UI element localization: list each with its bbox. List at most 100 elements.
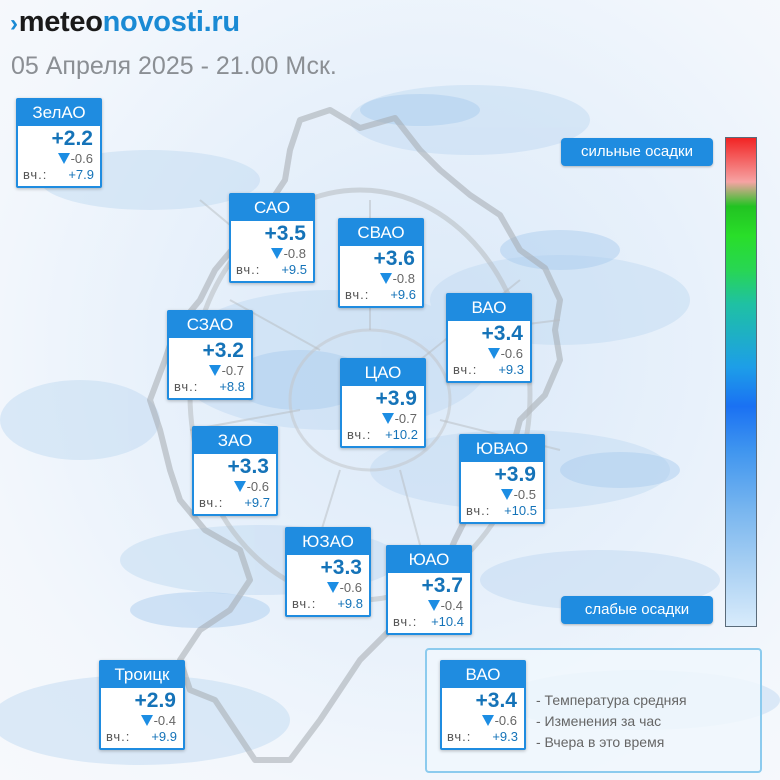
trend-down-icon [326,582,339,593]
avg-temperature: +3.9 [375,387,417,410]
yesterday-label: вч.: [466,503,491,518]
avg-temperature: +3.4 [475,689,517,712]
district-card-svao[interactable]: СВАО +3.6 -0.8 вч.: +9.6 [338,218,424,308]
avg-temperature: +2.2 [51,127,93,150]
yesterday-row: вч.: +9.3 [442,728,524,748]
yesterday-row: вч.: +9.6 [340,286,422,306]
scale-low-label: слабые осадки [561,596,713,624]
district-card-szao[interactable]: СЗАО +3.2 -0.7 вч.: +8.8 [167,310,253,400]
district-card-troitsk[interactable]: Троицк +2.9 -0.4 вч.: +9.9 [99,660,185,750]
yesterday-row: вч.: +9.9 [101,728,183,748]
yesterday-value: +7.9 [68,167,94,182]
scale-high-label: сильные осадки [561,138,713,166]
trend-down-icon [140,715,153,726]
yesterday-label: вч.: [199,495,224,510]
hourly-change-value: -0.8 [283,246,306,261]
trend-down-icon [208,365,221,376]
yesterday-value: +9.8 [337,596,363,611]
legend-descriptions: - Температура средняя - Изменения за час… [536,690,687,753]
avg-temperature: +3.6 [373,247,415,270]
district-card-cao[interactable]: ЦАО +3.9 -0.7 вч.: +10.2 [340,358,426,448]
district-name: ВАО [448,295,530,321]
legend-line-yesterday: - Вчера в это время [536,734,665,750]
hourly-change-value: -0.5 [513,487,536,502]
hourly-change: -0.6 [442,714,524,728]
district-card-zelao[interactable]: ЗелАО +2.2 -0.6 вч.: +7.9 [16,98,102,188]
forecast-datetime: 05 Апреля 2025 - 21.00 Мск. [11,52,337,80]
hourly-change: -0.6 [448,347,530,361]
yesterday-value: +9.3 [492,729,518,744]
avg-temperature: +3.4 [481,322,523,345]
yesterday-row: вч.: +10.2 [342,426,424,446]
yesterday-row: вч.: +9.5 [231,261,313,281]
yesterday-value: +10.2 [385,427,418,442]
yesterday-value: +9.9 [151,729,177,744]
yesterday-label: вч.: [345,287,370,302]
yesterday-row: вч.: +7.9 [18,166,100,186]
yesterday-value: +9.3 [498,362,524,377]
district-name: САО [231,195,313,221]
legend-line-hourly-change: - Изменения за час [536,713,662,729]
trend-down-icon [487,348,500,359]
avg-temperature: +2.9 [134,689,176,712]
logo-text-part1: meteo [18,6,103,38]
hourly-change: -0.7 [342,412,424,426]
yesterday-row: вч.: +9.7 [194,494,276,514]
yesterday-label: вч.: [292,596,317,611]
yesterday-label: вч.: [236,262,261,277]
yesterday-value: +8.8 [219,379,245,394]
precipitation-intensity-scale [725,137,757,627]
district-name: Троицк [101,662,183,688]
yesterday-value: +9.7 [244,495,270,510]
yesterday-label: вч.: [347,427,372,442]
district-name: ЗелАО [18,100,100,126]
hourly-change-value: -0.6 [70,151,93,166]
hourly-change-value: -0.6 [500,346,523,361]
hourly-change: -0.5 [461,488,543,502]
site-logo[interactable]: ›meteonovosti.ru [10,6,240,39]
district-card-yuvao[interactable]: ЮВАО +3.9 -0.5 вч.: +10.5 [459,434,545,524]
district-name: ЮАО [388,547,470,573]
hourly-change-value: -0.7 [221,363,244,378]
trend-down-icon [270,248,283,259]
yesterday-row: вч.: +10.4 [388,613,470,633]
district-name: ЗАО [194,428,276,454]
district-name: ЦАО [342,360,424,386]
district-name: ЮЗАО [287,529,369,555]
yesterday-label: вч.: [106,729,131,744]
avg-temperature: +3.7 [421,574,463,597]
legend-sample-card: ВАО +3.4 -0.6 вч.: +9.3 [440,660,526,750]
yesterday-value: +9.5 [281,262,307,277]
hourly-change: -0.8 [231,247,313,261]
district-card-vao[interactable]: ВАО +3.4 -0.6 вч.: +9.3 [446,293,532,383]
district-card-yuao[interactable]: ЮАО +3.7 -0.4 вч.: +10.4 [386,545,472,635]
hourly-change-value: -0.8 [392,271,415,286]
yesterday-row: вч.: +9.3 [448,361,530,381]
trend-down-icon [233,481,246,492]
district-card-zao[interactable]: ЗАО +3.3 -0.6 вч.: +9.7 [192,426,278,516]
hourly-change-value: -0.7 [394,411,417,426]
hourly-change-value: -0.6 [246,479,269,494]
hourly-change: -0.4 [101,714,183,728]
hourly-change: -0.7 [169,364,251,378]
hourly-change: -0.6 [287,581,369,595]
yesterday-row: вч.: +10.5 [461,502,543,522]
district-name: ВАО [442,662,524,688]
district-name: СЗАО [169,312,251,338]
hourly-change-value: -0.6 [494,713,517,728]
trend-down-icon [427,600,440,611]
trend-down-icon [500,489,513,500]
trend-down-icon [381,413,394,424]
hourly-change: -0.4 [388,599,470,613]
avg-temperature: +3.2 [202,339,244,362]
avg-temperature: +3.3 [320,556,362,579]
avg-temperature: +3.5 [264,222,306,245]
district-card-yuzao[interactable]: ЮЗАО +3.3 -0.6 вч.: +9.8 [285,527,371,617]
district-card-sao[interactable]: САО +3.5 -0.8 вч.: +9.5 [229,193,315,283]
logo-mark-icon: › [10,10,18,37]
yesterday-label: вч.: [453,362,478,377]
district-name: ЮВАО [461,436,543,462]
logo-text-part2: novosti.ru [102,6,240,38]
hourly-change: -0.8 [340,272,422,286]
